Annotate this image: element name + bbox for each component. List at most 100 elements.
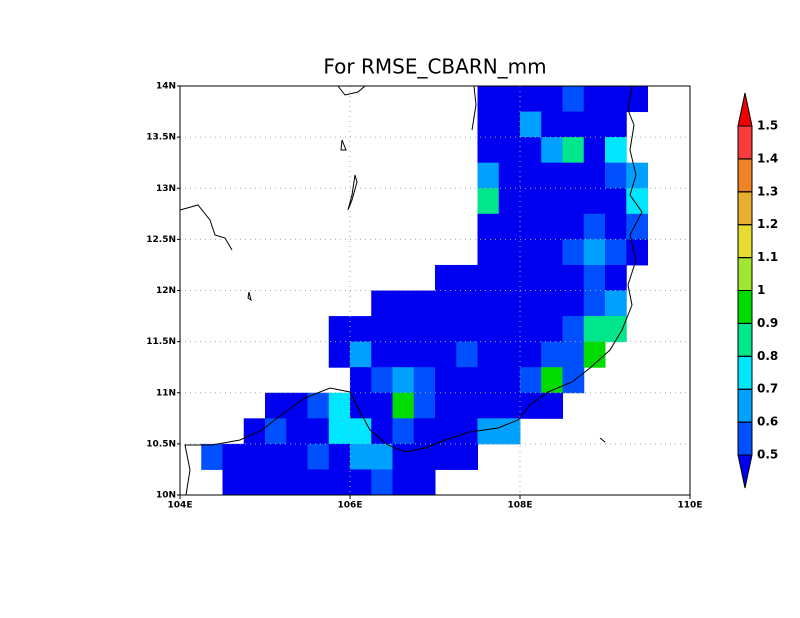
cell — [435, 392, 457, 419]
cell — [541, 367, 563, 394]
colorbar: 0.5 0.6 0.7 0.8 0.9 1 1.1 1.2 1.3 1.4 1.5 — [737, 92, 778, 489]
cell — [328, 316, 351, 343]
colorbar-box — [737, 355, 753, 390]
cell — [498, 162, 521, 189]
cell — [413, 443, 436, 470]
cell — [541, 290, 563, 317]
cell — [562, 290, 585, 317]
cell — [583, 111, 606, 138]
colorbar-over — [737, 92, 753, 127]
cell — [562, 264, 585, 291]
colorbar-label: 0.6 — [757, 415, 778, 429]
colorbar-box — [737, 125, 753, 160]
cell — [520, 367, 542, 394]
cell — [456, 290, 478, 317]
cell — [286, 469, 308, 496]
cell — [477, 213, 500, 240]
cell — [328, 418, 351, 445]
x-tick-label: 108E — [508, 501, 533, 511]
cell — [583, 213, 606, 240]
cell — [392, 367, 415, 394]
cell — [265, 469, 287, 496]
cell — [605, 111, 627, 138]
cell — [520, 316, 542, 343]
cell — [477, 86, 500, 113]
cell — [371, 418, 393, 445]
coastline — [247, 291, 252, 302]
cell — [307, 418, 330, 445]
cell — [435, 316, 457, 343]
cell — [477, 316, 500, 343]
x-tick-label: 110E — [678, 501, 703, 511]
cell — [583, 341, 606, 368]
cell — [456, 392, 478, 419]
cell — [413, 290, 436, 317]
y-tick-label: 10N — [156, 491, 176, 501]
colorbar-label: 1 — [757, 283, 765, 297]
cell — [435, 418, 457, 445]
coastline — [184, 85, 643, 496]
coastline — [471, 85, 477, 131]
cell — [392, 290, 415, 317]
cell — [435, 367, 457, 394]
cell — [328, 341, 351, 368]
cell — [583, 137, 606, 164]
cell — [520, 392, 542, 419]
cell — [413, 469, 436, 496]
coastline — [347, 174, 358, 211]
cell — [541, 239, 563, 266]
cell — [350, 469, 372, 496]
colorbar-box — [737, 421, 753, 456]
cell — [371, 469, 393, 496]
cell — [413, 392, 436, 419]
cell — [583, 316, 606, 343]
cell — [456, 341, 478, 368]
x-tick-label: 106E — [338, 501, 363, 511]
cell — [371, 367, 393, 394]
cell — [562, 213, 585, 240]
cell — [605, 290, 627, 317]
y-tick-label: 10.5N — [146, 439, 176, 449]
cell — [562, 137, 585, 164]
cell — [583, 162, 606, 189]
cell — [498, 111, 521, 138]
cell — [520, 239, 542, 266]
cell — [520, 111, 542, 138]
colorbar-label: 1.2 — [757, 217, 778, 231]
cell — [541, 188, 563, 215]
cell — [371, 392, 393, 419]
cell — [477, 367, 500, 394]
cell — [605, 264, 627, 291]
cell — [328, 392, 351, 419]
cell — [371, 341, 393, 368]
cell — [541, 162, 563, 189]
cell — [541, 316, 563, 343]
colorbar-label: 1.4 — [757, 151, 778, 165]
cell — [243, 469, 266, 496]
cell — [392, 392, 415, 419]
cell — [541, 86, 563, 113]
cell — [498, 264, 521, 291]
cell — [541, 264, 563, 291]
cell — [583, 239, 606, 266]
cell — [243, 443, 266, 470]
cell — [477, 418, 500, 445]
cell — [456, 264, 478, 291]
cell — [562, 188, 585, 215]
cell — [307, 443, 330, 470]
colorbar-box — [737, 224, 753, 259]
cell — [477, 239, 500, 266]
cell — [626, 86, 648, 113]
cell — [605, 213, 627, 240]
cell — [413, 316, 436, 343]
cell — [498, 137, 521, 164]
cell — [605, 162, 627, 189]
cell — [328, 469, 351, 496]
cell — [371, 316, 393, 343]
coastline — [337, 85, 366, 96]
cell — [350, 443, 372, 470]
cell — [243, 418, 266, 445]
chart-title: For RMSE_CBARN_mm — [323, 55, 546, 79]
coastline — [179, 204, 233, 251]
